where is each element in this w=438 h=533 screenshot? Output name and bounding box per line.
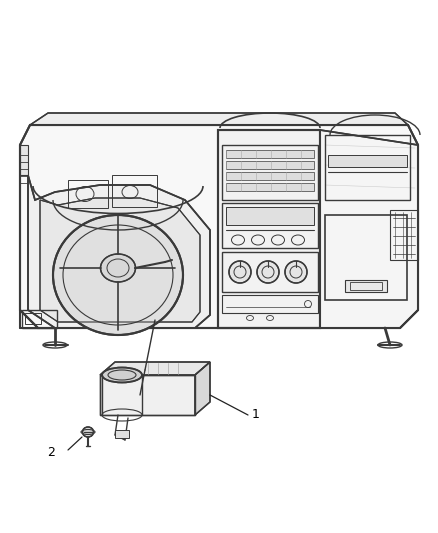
Bar [350, 282, 382, 290]
Bar [226, 172, 314, 180]
Bar [328, 155, 407, 167]
Bar [22, 310, 57, 328]
Ellipse shape [229, 261, 251, 283]
Bar [222, 203, 318, 248]
Polygon shape [100, 362, 210, 375]
Polygon shape [40, 198, 200, 322]
Text: 2: 2 [47, 446, 55, 458]
Polygon shape [20, 145, 28, 175]
Polygon shape [30, 113, 408, 125]
Bar [345, 280, 387, 292]
Ellipse shape [82, 427, 93, 437]
Bar [226, 161, 314, 169]
Bar [222, 145, 318, 200]
Polygon shape [100, 375, 195, 415]
Polygon shape [28, 175, 210, 328]
Bar [325, 135, 410, 200]
Polygon shape [20, 125, 418, 328]
Text: 1: 1 [252, 408, 260, 422]
Ellipse shape [100, 254, 135, 282]
Bar [390, 210, 418, 260]
Ellipse shape [257, 261, 279, 283]
Bar [115, 430, 129, 438]
Bar [222, 252, 318, 292]
Ellipse shape [285, 261, 307, 283]
Bar [325, 215, 407, 300]
Bar [226, 183, 314, 191]
Bar [222, 295, 318, 313]
Bar [68, 180, 108, 208]
Polygon shape [195, 362, 210, 415]
Bar [25, 313, 41, 324]
Polygon shape [218, 130, 320, 328]
Ellipse shape [102, 367, 142, 383]
Polygon shape [320, 130, 418, 328]
Bar [226, 150, 314, 158]
Bar [112, 175, 157, 207]
Bar [226, 207, 314, 225]
Ellipse shape [53, 215, 183, 335]
